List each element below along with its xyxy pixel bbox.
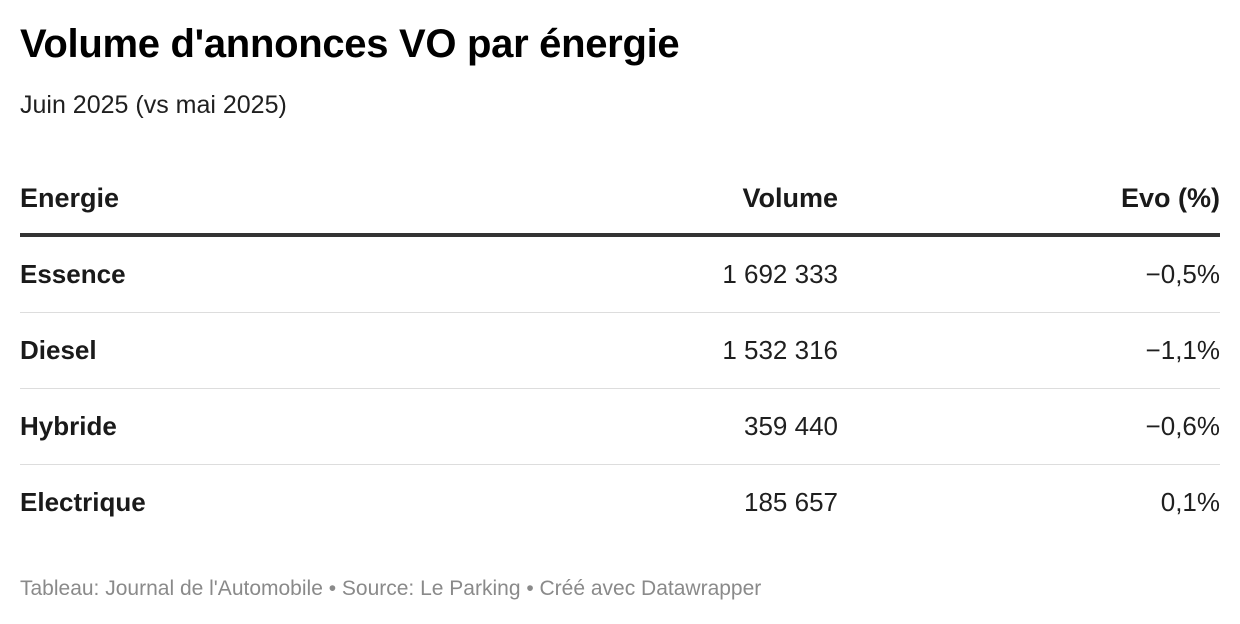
chart-footer: Tableau: Journal de l'Automobile • Sourc…: [20, 577, 762, 600]
cell-evo: −0,6%: [838, 388, 1220, 465]
cell-volume: 1 692 333: [480, 235, 838, 313]
cell-energie: Diesel: [20, 312, 480, 389]
cell-volume: 185 657: [744, 487, 838, 517]
cell-evo: −1,1%: [838, 312, 1220, 389]
cell-evo: −0,5%: [838, 235, 1220, 313]
chart-subtitle: Juin 2025 (vs mai 2025): [20, 91, 287, 119]
cell-energie: Essence: [20, 235, 480, 313]
cell-evo: 0,1%: [1160, 487, 1220, 517]
cell-volume: 359 440: [480, 388, 838, 465]
chart-title: Volume d'annonces VO par énergie: [20, 22, 680, 66]
table-row: Essence 1 692 333 −0,5%: [20, 235, 1220, 313]
column-header-volume[interactable]: Volume: [480, 163, 838, 237]
column-header-energie[interactable]: Energie: [20, 163, 480, 237]
cell-volume: 1 532 316: [480, 312, 838, 389]
column-header-evo[interactable]: Evo (%): [838, 163, 1220, 237]
data-table: Energie Volume Evo (%) Essence 1 692 333…: [20, 163, 1220, 540]
cell-energie: Electrique: [20, 487, 146, 517]
table-row: Hybride 359 440 −0,6%: [20, 388, 1220, 465]
table-row: Electrique 185 657 0,1%: [20, 465, 1220, 541]
table-header-row: Energie Volume Evo (%): [20, 163, 1220, 237]
cell-energie: Hybride: [20, 388, 480, 465]
table-row: Diesel 1 532 316 −1,1%: [20, 312, 1220, 389]
